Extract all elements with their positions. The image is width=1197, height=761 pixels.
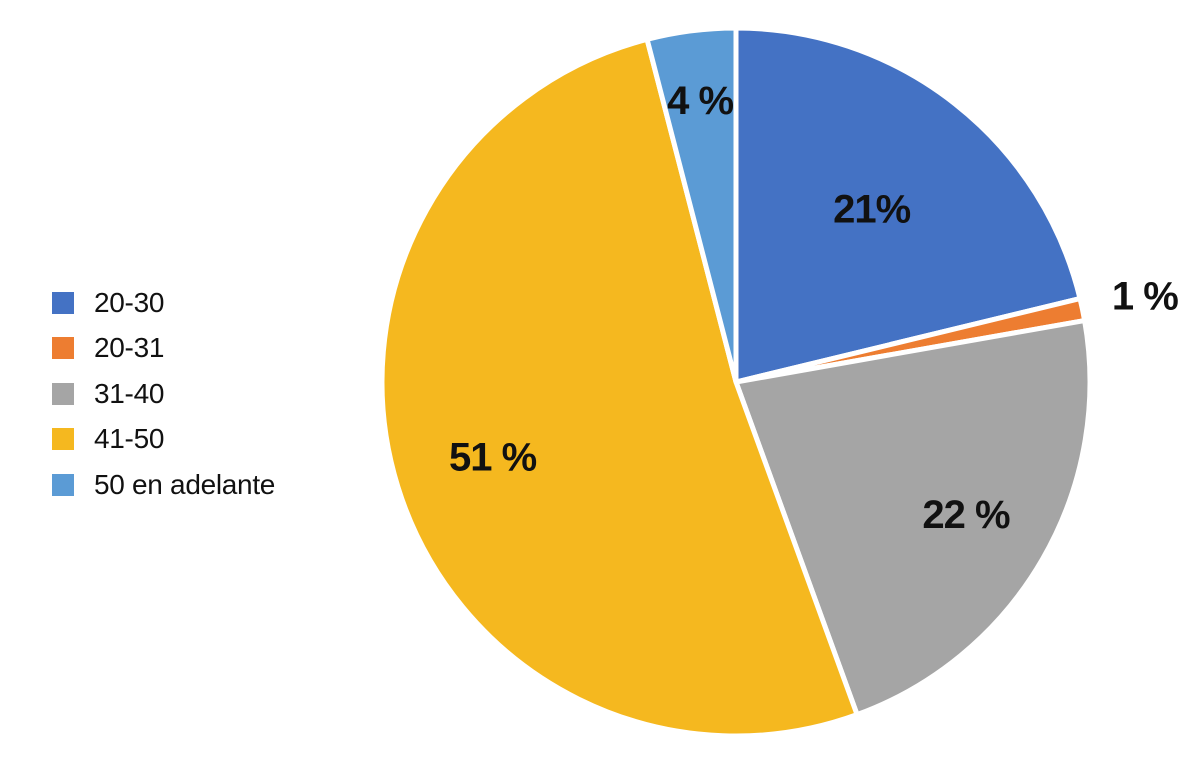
pie-slice-31-40 bbox=[733, 318, 1093, 718]
slice-value-label: 4 % bbox=[667, 79, 733, 123]
slice-value-label: 21% bbox=[833, 187, 910, 231]
pie-slice-20-30 bbox=[733, 25, 1083, 385]
legend-item-31-40: 31-40 bbox=[52, 371, 275, 417]
legend-swatch bbox=[52, 382, 74, 405]
legend-item-20-30: 20-30 bbox=[52, 280, 275, 326]
pie-slice-50-en-adelante bbox=[644, 25, 739, 385]
pie-slice-41-50 bbox=[379, 36, 860, 739]
legend: 20-30 20-31 31-40 41-50 50 en adelante bbox=[52, 280, 275, 508]
legend-swatch bbox=[52, 337, 74, 360]
slice-value-label: 51 % bbox=[449, 436, 537, 480]
slice-value-label: 1 % bbox=[1112, 274, 1178, 318]
legend-item-41-50: 41-50 bbox=[52, 417, 275, 463]
legend-swatch bbox=[52, 291, 74, 314]
legend-label: 20-31 bbox=[94, 332, 165, 364]
legend-label: 50 en adelante bbox=[94, 468, 276, 500]
slice-labels: 21% 1 % 22 % 51 % 4 % bbox=[449, 79, 1179, 537]
legend-item-50-en-adelante: 50 en adelante bbox=[52, 462, 275, 508]
legend-label: 31-40 bbox=[94, 377, 165, 409]
legend-label: 41-50 bbox=[94, 423, 165, 455]
legend-swatch bbox=[52, 428, 74, 451]
pie-slices bbox=[379, 25, 1093, 739]
legend-swatch bbox=[52, 473, 74, 496]
slice-value-label: 22 % bbox=[922, 493, 1010, 537]
legend-label: 20-30 bbox=[94, 286, 165, 318]
legend-item-20-31: 20-31 bbox=[52, 326, 275, 372]
